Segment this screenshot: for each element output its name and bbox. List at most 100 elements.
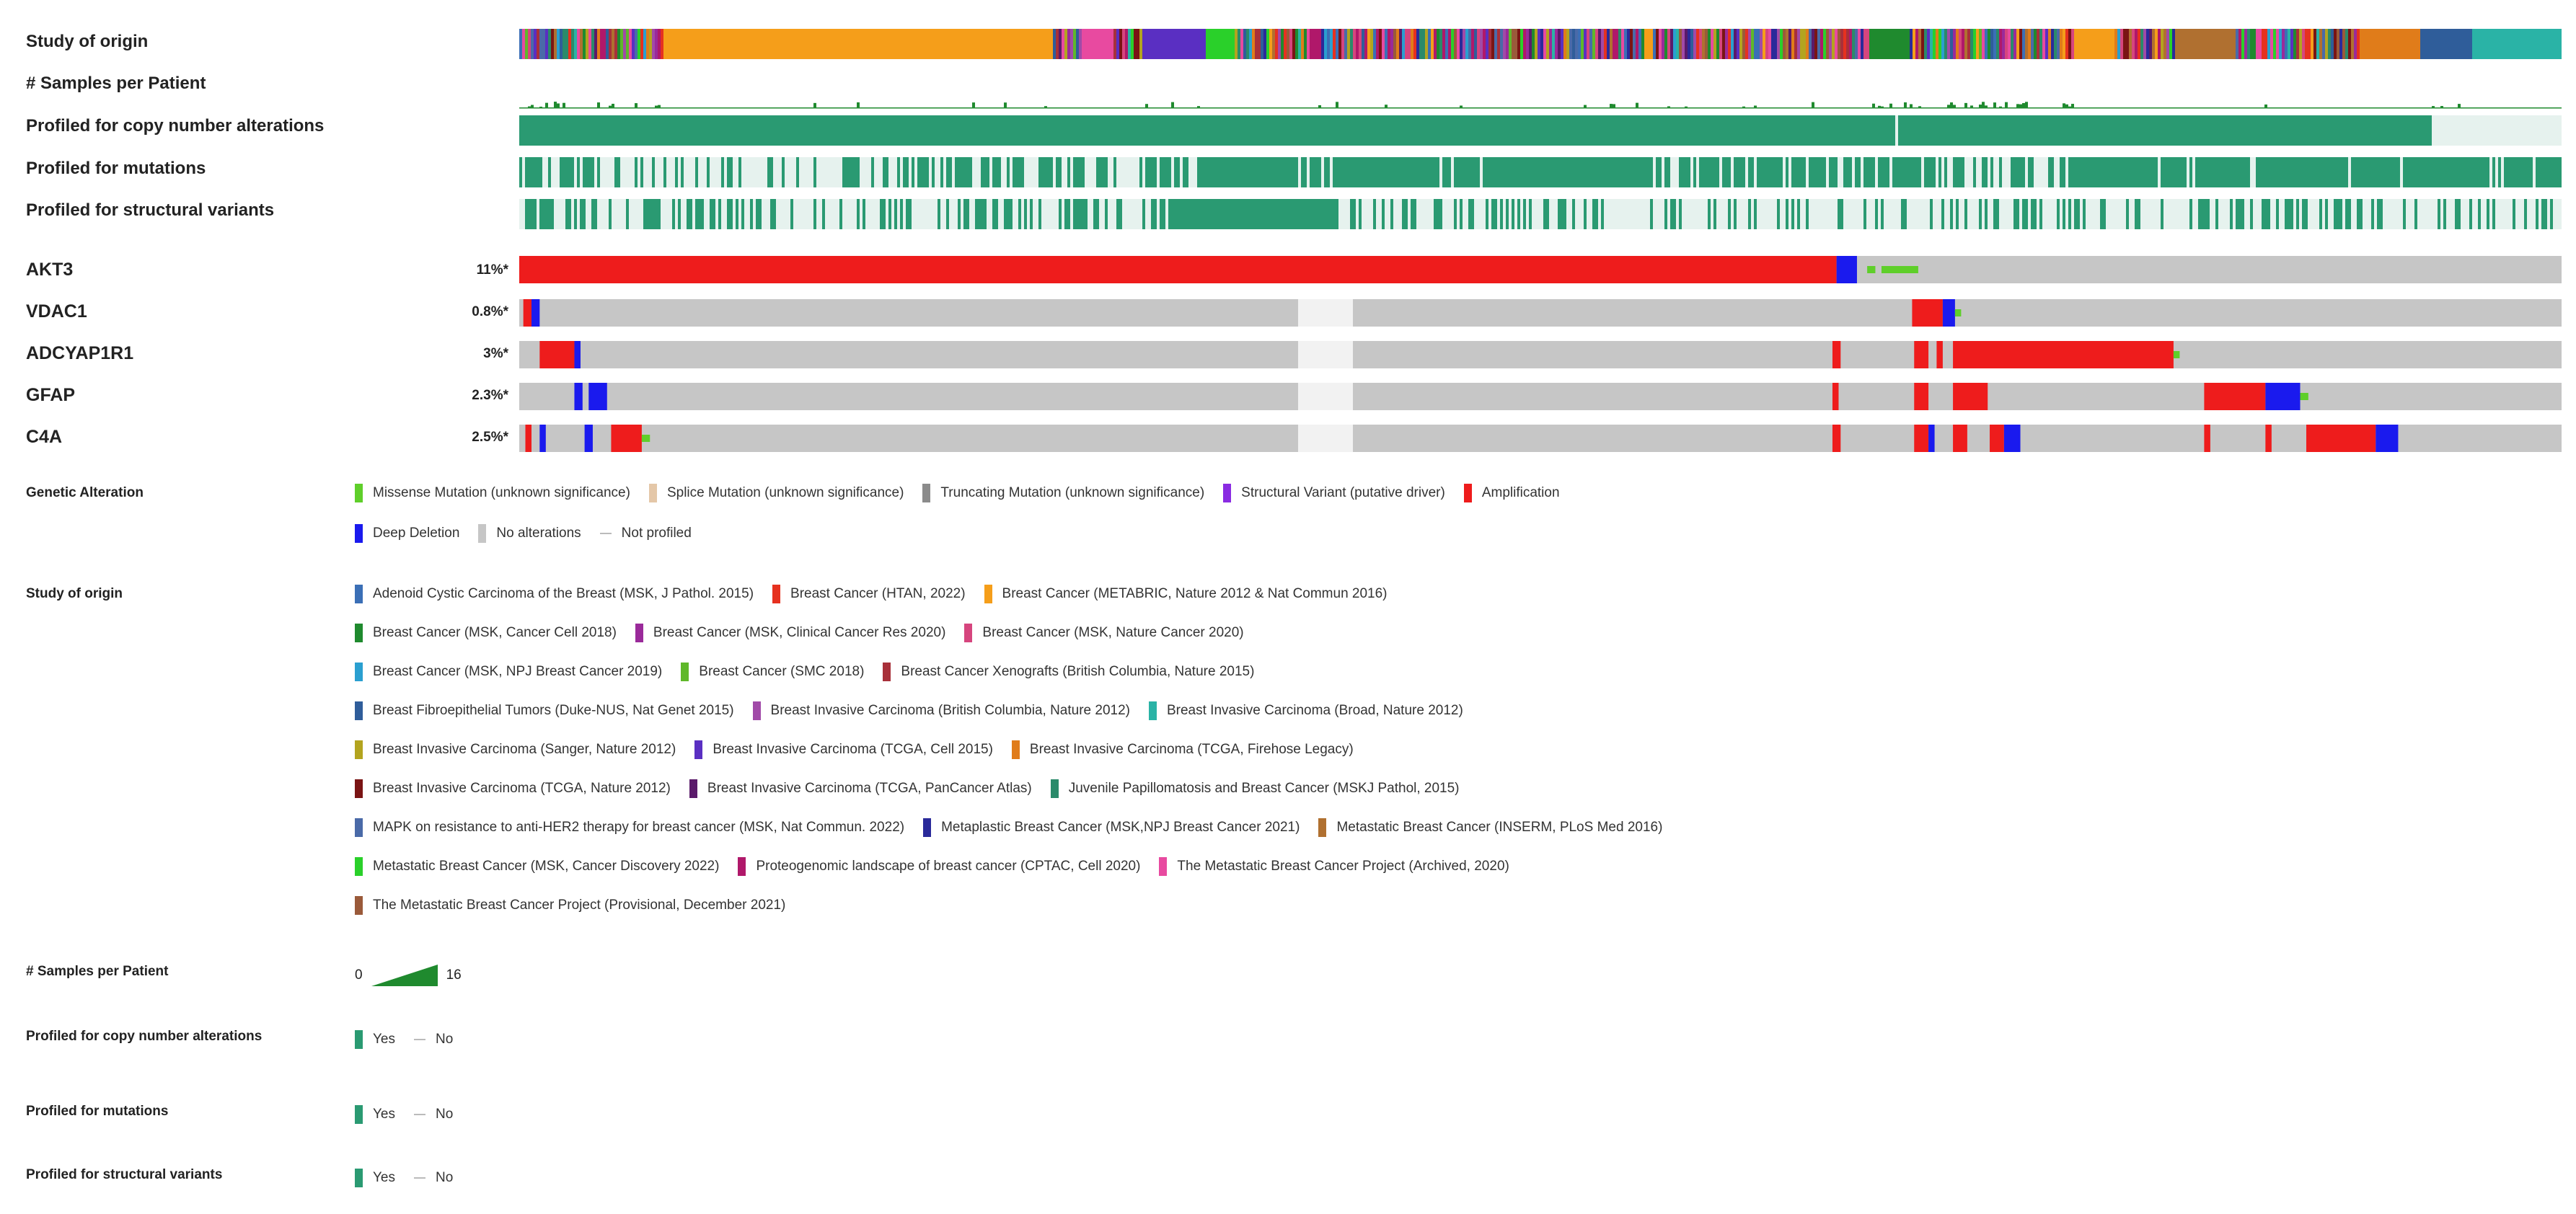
- profile-cell: [1884, 199, 1887, 229]
- gene-row-adcyap1r1[interactable]: [519, 339, 2562, 371]
- study-cell: [1465, 29, 1469, 59]
- profile-cell: [1033, 115, 1036, 146]
- gene-cell: [1379, 299, 1382, 327]
- gene-cell: [707, 341, 710, 368]
- profile-cell: [640, 115, 644, 146]
- gene-cell: [2282, 341, 2285, 368]
- samples-per-patient-track[interactable]: [519, 92, 2562, 110]
- profile-cell: [1315, 199, 1319, 229]
- study-cell: [1982, 29, 1985, 59]
- profile-cell: [675, 115, 679, 146]
- profile-cell: [1636, 115, 1639, 146]
- gene-cell: [883, 341, 886, 368]
- gene-cell: [1442, 299, 1446, 327]
- profile-cell: [1936, 199, 1939, 229]
- profile-cell: [666, 157, 670, 187]
- profile-cell: [2028, 157, 2032, 187]
- profiled-sv-track[interactable]: [519, 199, 2562, 229]
- profile-cell: [2550, 199, 2554, 229]
- gene-cell: [782, 341, 785, 368]
- gene-cell: [1823, 299, 1827, 327]
- profile-cell: [1226, 199, 1230, 229]
- study-cell: [1690, 29, 1694, 59]
- gene-cell: [2002, 299, 2006, 327]
- study-cell: [638, 29, 641, 59]
- study-cell: [1881, 29, 1884, 59]
- profile-cell: [1514, 199, 1518, 229]
- gene-cell: [2253, 256, 2257, 283]
- profile-cell: [1633, 115, 1636, 146]
- profile-cell: [1558, 157, 1561, 187]
- gene-cell: [1696, 341, 1700, 368]
- profile-cell: [1416, 199, 1420, 229]
- profile-cell: [1947, 199, 1951, 229]
- study-cell: [1947, 29, 1951, 59]
- gene-cell: [2412, 256, 2415, 283]
- gene-cell: [1243, 341, 1247, 368]
- profile-cell: [891, 157, 895, 187]
- study-cell: [537, 29, 540, 59]
- study-cell: [1099, 29, 1103, 59]
- profile-cell: [1627, 157, 1631, 187]
- study-cell: [574, 29, 578, 59]
- profiled-mutations-track[interactable]: [519, 157, 2562, 187]
- profile-cell: [2351, 199, 2355, 229]
- gene-cell: [1010, 299, 1013, 327]
- profile-cell: [698, 157, 702, 187]
- profile-cell: [779, 199, 782, 229]
- profile-cell: [617, 199, 621, 229]
- study-of-origin-track[interactable]: [519, 29, 2562, 59]
- study-cell: [2429, 29, 2432, 59]
- study-cell: [2423, 29, 2427, 59]
- gene-cell: [1263, 341, 1267, 368]
- gene-cell: [1249, 341, 1253, 368]
- gene-row-vdac1[interactable]: [519, 297, 2562, 329]
- profile-cell: [2426, 157, 2430, 187]
- gene-cell: [2478, 256, 2482, 283]
- profile-cell: [2109, 157, 2112, 187]
- gene-cell: [1018, 341, 1022, 368]
- samples-bar: [1742, 106, 1745, 108]
- profile-cell: [649, 199, 653, 229]
- profiled-cna-track[interactable]: [519, 115, 2562, 146]
- gene-cell: [1243, 299, 1247, 327]
- gene-cell: [2299, 299, 2303, 327]
- profile-cell: [2250, 115, 2254, 146]
- study-cell: [1105, 29, 1108, 59]
- profile-cell: [828, 115, 832, 146]
- profile-cell: [1589, 115, 1593, 146]
- profile-cell: [1682, 157, 1685, 187]
- profile-cell: [2060, 199, 2063, 229]
- gene-cell: [1982, 256, 1985, 283]
- profile-cell: [2114, 115, 2118, 146]
- profile-cell: [1047, 199, 1051, 229]
- study-cell: [2103, 29, 2107, 59]
- gene-cell: [1344, 299, 1348, 327]
- profile-cell: [1610, 199, 1613, 229]
- gene-cell: [2152, 256, 2156, 283]
- study-cell: [886, 29, 889, 59]
- profile-cell: [2065, 115, 2069, 146]
- gene-cell: [2406, 299, 2409, 327]
- gene-cell: [1543, 299, 1547, 327]
- gene-cell: [1875, 299, 1879, 327]
- profile-cell: [886, 115, 889, 146]
- profile-cell: [1913, 157, 1916, 187]
- study-cell: [1529, 29, 1532, 59]
- profile-cell: [2489, 199, 2493, 229]
- profile-cell: [1745, 199, 1749, 229]
- gene-cell: [1696, 299, 1700, 327]
- profile-cell: [992, 157, 996, 187]
- gene-cell: [1145, 299, 1149, 327]
- profile-cell: [1070, 199, 1074, 229]
- gene-cell: [2371, 256, 2375, 283]
- study-cell: [1362, 29, 1365, 59]
- profile-cell: [935, 157, 938, 187]
- gene-row-akt3[interactable]: [519, 254, 2562, 285]
- gene-cell: [1863, 341, 1867, 368]
- gene-cell: [2316, 341, 2320, 368]
- gene-cell: [2140, 299, 2144, 327]
- profile-cell: [894, 199, 898, 229]
- profile-cell: [2256, 115, 2259, 146]
- profile-cell: [626, 157, 630, 187]
